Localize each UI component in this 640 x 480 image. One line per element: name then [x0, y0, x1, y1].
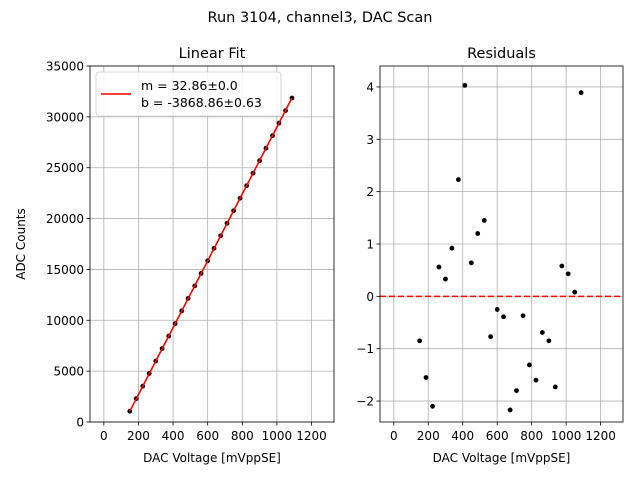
- residuals-plot: 0 200 400 600 800 1000 1200 −2 −1 0 1 2 3 4 Residuals D…: [356, 46, 623, 465]
- chart-linear-fit-title: Linear Fit: [179, 46, 246, 62]
- chart-residuals-point-20: [546, 338, 551, 343]
- chart-linear-fit-xtick-label-4: 800: [231, 429, 254, 443]
- chart-residuals-point-17: [527, 363, 532, 368]
- chart-residuals-title: Residuals: [467, 46, 536, 62]
- chart-linear-fit-ytick-label-6: 30000: [46, 110, 84, 124]
- chart-residuals-xlabel: DAC Voltage [mVppSE]: [433, 451, 571, 465]
- chart-linear-fit-ylabel: ADC Counts: [14, 208, 28, 280]
- chart-linear-fit-ytick-label-5: 25000: [46, 161, 84, 175]
- figure-suptitle: Run 3104, channel3, DAC Scan: [208, 10, 433, 26]
- chart-linear-fit-xtick-label-2: 400: [162, 429, 185, 443]
- chart-residuals-xtick-label-1: 200: [417, 429, 440, 443]
- chart-residuals-point-5: [449, 246, 454, 251]
- chart-residuals-xtick-label-6: 1200: [585, 429, 616, 443]
- chart-linear-fit-ytick-label-2: 10000: [46, 314, 84, 328]
- chart-linear-fit-xtick-label-5: 1000: [262, 429, 293, 443]
- chart-linear-fit-xtick-label-1: 200: [127, 429, 150, 443]
- chart-linear-fit-xtick-label-0: 0: [100, 429, 108, 443]
- chart-residuals-xtick-label-0: 0: [390, 429, 398, 443]
- chart-residuals-ytick-label-5: 3: [366, 133, 374, 147]
- chart-linear-fit-ytick-label-4: 20000: [46, 212, 84, 226]
- chart-residuals-point-15: [514, 388, 519, 393]
- chart-residuals-point-0: [417, 338, 422, 343]
- chart-residuals-ytick-label-6: 4: [366, 80, 374, 94]
- chart-residuals-point-10: [482, 218, 487, 223]
- chart-residuals-point-19: [540, 330, 545, 335]
- chart-residuals-point-3: [437, 265, 442, 270]
- chart-residuals-point-22: [559, 264, 564, 269]
- chart-residuals-point-1: [424, 375, 429, 380]
- chart-residuals-point-24: [572, 290, 577, 295]
- chart-residuals-point-14: [508, 408, 513, 413]
- chart-residuals-point-6: [456, 177, 461, 182]
- chart-residuals-point-4: [443, 277, 448, 282]
- chart-residuals-xtick-label-5: 1000: [551, 429, 582, 443]
- chart-residuals-point-18: [534, 378, 539, 383]
- chart-linear-fit-xlabel: DAC Voltage [mVppSE]: [143, 451, 281, 465]
- chart-linear-fit-legend-entry-1: b = -3868.86±0.63: [141, 95, 262, 110]
- chart-residuals-ytick-label-0: −2: [356, 395, 374, 409]
- chart-linear-fit-ytick-label-7: 35000: [46, 60, 84, 74]
- chart-residuals-point-11: [488, 334, 493, 339]
- chart-linear-fit-xtick-label-6: 1200: [296, 429, 327, 443]
- chart-residuals-xtick-label-4: 800: [520, 429, 543, 443]
- chart-residuals-ytick-label-1: −1: [356, 342, 374, 356]
- chart-residuals-xtick-label-2: 400: [451, 429, 474, 443]
- chart-residuals-xtick-label-3: 600: [486, 429, 509, 443]
- linear-fit-plot: 0 200 400 600 800 1000 1200 0 5000 10000 15000 2000…: [14, 46, 334, 465]
- chart-residuals-point-25: [579, 90, 584, 95]
- chart-residuals-ytick-label-4: 2: [366, 185, 374, 199]
- chart-linear-fit-fit-line: [130, 98, 292, 411]
- figure-canvas: Run 3104, channel3, DAC Scan 0 200 400 600 8…: [0, 0, 640, 480]
- chart-linear-fit-ytick-label-0: 0: [76, 416, 84, 430]
- chart-linear-fit-ytick-label-1: 5000: [53, 365, 84, 379]
- chart-linear-fit-frame: [90, 66, 334, 422]
- chart-residuals-ytick-label-3: 1: [366, 238, 374, 252]
- chart-residuals-point-21: [553, 385, 558, 390]
- chart-linear-fit-xtick-label-3: 600: [196, 429, 219, 443]
- chart-residuals-point-23: [566, 271, 571, 276]
- chart-residuals-point-9: [475, 231, 480, 236]
- chart-residuals-point-13: [501, 314, 506, 319]
- chart-residuals-point-7: [462, 83, 467, 88]
- chart-residuals-point-16: [521, 313, 526, 318]
- chart-residuals-point-12: [495, 307, 500, 312]
- chart-linear-fit-ytick-label-3: 15000: [46, 263, 84, 277]
- chart-residuals-ytick-label-2: 0: [366, 290, 374, 304]
- chart-linear-fit-legend-entry-0: m = 32.86±0.0: [141, 78, 238, 93]
- chart-residuals-point-2: [430, 404, 435, 409]
- chart-residuals-point-8: [469, 260, 474, 265]
